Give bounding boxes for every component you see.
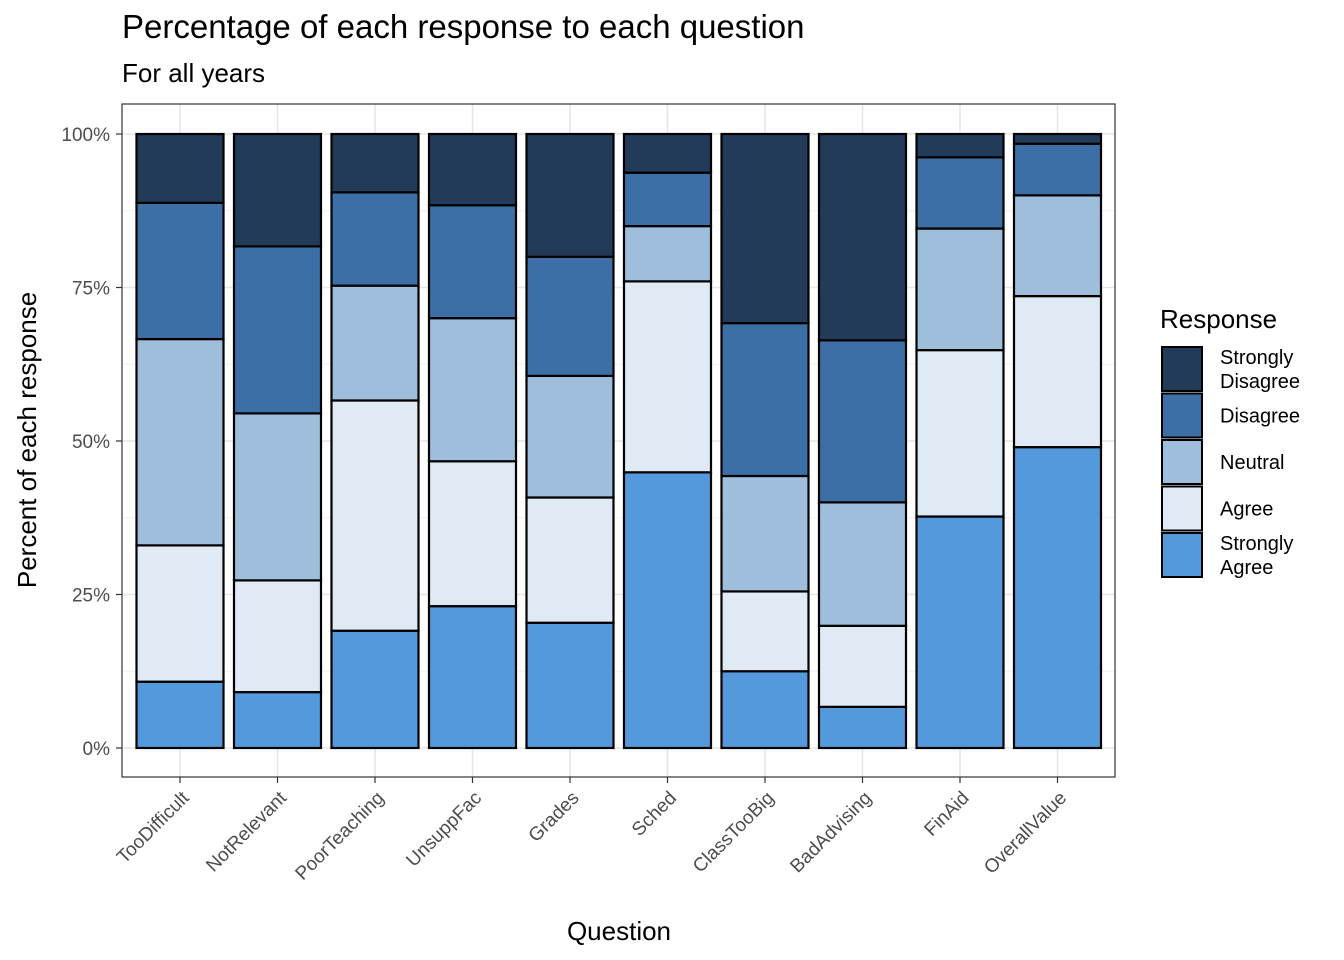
- bar-segment: [232, 245, 323, 415]
- bar-segment: [817, 705, 908, 750]
- bar-segment: [232, 691, 323, 750]
- bar-segment: [720, 132, 810, 325]
- legend-label: Disagree: [1220, 406, 1300, 428]
- bar-segment: [720, 322, 810, 478]
- bar-segment: [622, 280, 713, 474]
- bar-segment: [135, 132, 225, 204]
- legend-label: Agree: [1220, 499, 1273, 521]
- bar-segment: [135, 201, 225, 341]
- y-axis: 0% 25% 50% 75% 100%: [61, 125, 122, 760]
- legend-label: Neutral: [1220, 452, 1284, 474]
- x-tick-label: OverallValue: [980, 788, 1071, 879]
- x-tick-label: UnsuppFac: [402, 788, 486, 872]
- y-tick-label: 75%: [72, 279, 110, 300]
- bar-segment: [427, 132, 518, 207]
- bar-segment: [1012, 142, 1103, 197]
- legend-swatch: [1161, 346, 1203, 392]
- legend-label: Strongly Disagree: [1220, 347, 1300, 393]
- bar-segment: [135, 544, 225, 683]
- bar-segment: [622, 225, 713, 283]
- bar-segment: [622, 132, 713, 174]
- chart-title: Percentage of each response to each ques…: [122, 8, 805, 45]
- x-tick-label: BadAdvising: [786, 788, 876, 878]
- bar-segment: [817, 624, 908, 708]
- y-tick-label: 100%: [61, 125, 110, 146]
- bar-segment: [1012, 446, 1103, 750]
- bar-segment: [525, 255, 615, 378]
- x-tick-label: TooDifficult: [113, 787, 194, 868]
- legend: Response Strongly Disagree Disagree Neutral…: [1160, 304, 1300, 579]
- bar-segment: [427, 317, 518, 463]
- legend-swatch: [1161, 485, 1203, 532]
- bar-segment: [817, 339, 908, 504]
- bar-segment: [915, 227, 1005, 352]
- x-tick-label: FinAid: [921, 788, 974, 841]
- bar-segment: [817, 501, 908, 627]
- x-tick-label: NotRelevant: [202, 787, 291, 876]
- y-tick-label: 25%: [72, 586, 110, 607]
- bar-segment: [330, 399, 420, 632]
- legend-swatch: [1161, 439, 1203, 485]
- x-tick-label: Sched: [628, 788, 681, 841]
- bar-segment: [720, 474, 810, 593]
- x-tick-label: Grades: [525, 788, 584, 847]
- bar-segment: [232, 579, 323, 694]
- bar-segment: [622, 471, 713, 750]
- bar-segment: [135, 337, 225, 547]
- bars: [135, 132, 1103, 750]
- y-tick-label: 0%: [83, 739, 111, 760]
- bar-segment: [720, 590, 810, 673]
- bar-segment: [330, 191, 420, 287]
- bar-segment: [915, 349, 1005, 518]
- legend-swatch: [1161, 392, 1203, 439]
- bar-segment: [427, 204, 518, 320]
- legend-label: Strongly Agree: [1220, 533, 1293, 579]
- x-tick-label: ClassTooBig: [689, 788, 779, 878]
- bar-segment: [135, 680, 225, 750]
- bar-segment: [232, 132, 323, 248]
- x-axis: TooDifficult NotRelevant PoorTeaching Unsup…: [113, 777, 1071, 885]
- y-axis-title: Percent of each response: [12, 292, 42, 588]
- bar-segment: [1012, 294, 1103, 449]
- bar-segment: [525, 621, 615, 750]
- bar-segment: [525, 374, 615, 499]
- bar-segment: [427, 605, 518, 750]
- legend-swatch: [1161, 532, 1203, 578]
- bar-segment: [330, 284, 420, 402]
- bar-segment: [915, 132, 1005, 159]
- bar-segment: [427, 460, 518, 608]
- bar-segment: [330, 629, 420, 750]
- bar-segment: [622, 171, 713, 228]
- y-tick-label: 50%: [72, 432, 110, 453]
- bar-segment: [525, 132, 615, 258]
- bar-segment: [720, 670, 810, 750]
- bar-segment: [525, 496, 615, 624]
- x-tick-label: PoorTeaching: [292, 788, 389, 885]
- legend-title: Response: [1160, 304, 1277, 334]
- x-axis-title: Question: [567, 916, 671, 946]
- chart-subtitle: For all years: [122, 58, 266, 88]
- bar-segment: [915, 515, 1005, 750]
- bar-segment: [915, 156, 1005, 230]
- bar-segment: [232, 412, 323, 582]
- bar-segment: [817, 132, 908, 342]
- bar-segment: [1012, 194, 1103, 298]
- bar-segment: [330, 132, 420, 194]
- bar-segment: [1012, 132, 1103, 145]
